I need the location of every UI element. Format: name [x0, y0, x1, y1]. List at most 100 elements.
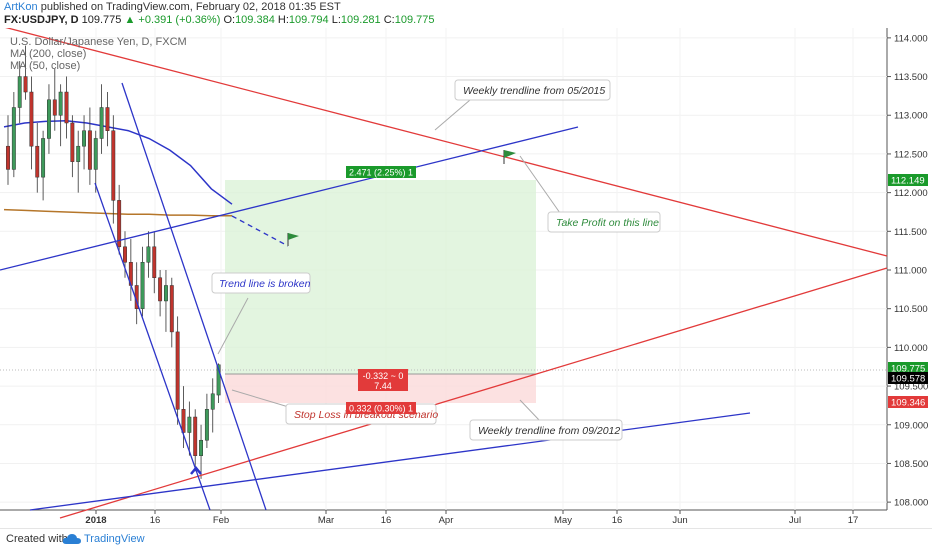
- candle-body[interactable]: [111, 130, 116, 201]
- take-profit-flag-icon: [503, 150, 516, 164]
- price-tag: [888, 372, 928, 384]
- callout-connector: [217, 297, 249, 355]
- candle-body[interactable]: [210, 393, 215, 410]
- callout-take-profit[interactable]: Take Profit on this line: [547, 211, 661, 233]
- candle-body[interactable]: [6, 145, 10, 170]
- x-tick-label: Feb: [213, 515, 229, 526]
- symbol-label: FX:USDJPY, D: [4, 14, 79, 26]
- price-axis[interactable]: 114.000 113.500 113.000 112.500 112.000 111.5…: [887, 33, 928, 509]
- svg-text:Take Profit on this line: Take Profit on this line: [556, 217, 659, 229]
- candle-body[interactable]: [169, 285, 174, 333]
- candle-body[interactable]: [158, 277, 163, 302]
- open-label: O:: [223, 14, 236, 26]
- candle-body[interactable]: [87, 130, 92, 170]
- y-tick-label: 113.500: [894, 72, 928, 83]
- svg-text:Weekly trendline from 09/2012: Weekly trendline from 09/2012: [478, 425, 620, 437]
- svg-text:Trend line is broken: Trend line is broken: [219, 278, 311, 290]
- candle-body[interactable]: [164, 285, 168, 302]
- x-tick-label: 16: [612, 515, 623, 526]
- callout-trend-broken[interactable]: Trend line is broken: [211, 272, 311, 294]
- last-price: 109.775: [81, 14, 122, 26]
- x-tick-label: 16: [381, 515, 392, 526]
- time-axis[interactable]: 2018 16 Feb Mar 16 Apr May 16 Jun Jul 17: [85, 510, 858, 526]
- callout-connector: [231, 389, 293, 409]
- candle-body[interactable]: [152, 246, 157, 278]
- x-tick-label: 16: [150, 515, 161, 526]
- candle-body[interactable]: [82, 130, 86, 147]
- candle-body[interactable]: [29, 91, 34, 147]
- candle-body[interactable]: [187, 416, 192, 433]
- x-tick-label: Jun: [672, 515, 687, 526]
- candle-body[interactable]: [216, 364, 221, 396]
- candle-body[interactable]: [193, 416, 198, 456]
- y-tick-label: 111.500: [894, 227, 927, 238]
- author-link[interactable]: ArtKon: [4, 1, 38, 13]
- callout-weekly-2012[interactable]: Weekly trendline from 09/2012: [469, 419, 623, 441]
- y-tick-label: 112.500: [894, 149, 928, 160]
- candle-body[interactable]: [199, 439, 204, 456]
- candle-body[interactable]: [11, 107, 16, 170]
- y-tick-label: 108.500: [894, 459, 928, 470]
- x-tick-label: Jul: [789, 515, 801, 526]
- x-tick-label: Mar: [318, 515, 334, 526]
- svg-text:0.332 (0.30%) 1: 0.332 (0.30%) 1: [349, 404, 413, 414]
- candle-body[interactable]: [117, 200, 122, 248]
- candle-body[interactable]: [146, 246, 151, 263]
- publish-info: ArtKon published on TradingView.com, Feb…: [4, 1, 341, 13]
- x-tick-label: May: [554, 515, 572, 526]
- candle-body[interactable]: [52, 99, 57, 116]
- candle-body[interactable]: [23, 76, 28, 93]
- candle-body[interactable]: [76, 145, 81, 162]
- candle-body[interactable]: [181, 409, 186, 433]
- candle-body[interactable]: [105, 107, 110, 131]
- legend-ma200[interactable]: MA (200, close): [10, 48, 87, 60]
- candle-body[interactable]: [64, 91, 69, 124]
- callout-weekly-2015[interactable]: Weekly trendline from 05/2015: [454, 79, 611, 101]
- candles: [6, 45, 221, 479]
- created-with-text: Created with: [6, 533, 68, 545]
- legend-ma50[interactable]: MA (50, close): [10, 60, 81, 72]
- candle-body[interactable]: [140, 262, 145, 309]
- chart-legend: U.S. Dollar/Japanese Yen, D, FXCM MA (20…: [10, 36, 187, 72]
- price-tag: [888, 362, 928, 374]
- candle-body[interactable]: [123, 246, 127, 263]
- flag-icon: [287, 233, 299, 246]
- channel-lower-line[interactable]: [94, 182, 211, 511]
- price-tag-label: 112.149: [891, 176, 925, 187]
- y-tick-label: 114.000: [894, 33, 928, 44]
- low-value: 109.281: [340, 14, 381, 26]
- candle-body[interactable]: [93, 138, 98, 170]
- y-tick-label: 109.000: [894, 420, 928, 431]
- publish-text: published on TradingView.com, February 0…: [40, 1, 341, 13]
- candle-body[interactable]: [35, 145, 40, 178]
- y-tick-label: 111.000: [894, 266, 927, 277]
- stop-label[interactable]: 0.332 (0.30%) 1: [346, 402, 416, 414]
- tradingview-cloud-icon: [62, 534, 81, 544]
- change-value: +0.391 (+0.36%): [138, 14, 221, 26]
- footer: Created with TradingView: [0, 528, 932, 551]
- candle-body[interactable]: [175, 331, 180, 410]
- tradingview-brand[interactable]: TradingView: [84, 533, 145, 545]
- support-line[interactable]: [29, 412, 751, 511]
- candle-body[interactable]: [70, 122, 75, 162]
- high-value: 109.794: [288, 14, 329, 26]
- callout-connector: [434, 99, 471, 131]
- entry-label[interactable]: -0.332 ~ 0 7.44: [358, 369, 408, 391]
- close-label: C:: [383, 14, 395, 26]
- price-chart[interactable]: 114.000 113.500 113.000 112.500 112.000 111.5…: [0, 28, 932, 528]
- candle-body[interactable]: [99, 107, 104, 139]
- y-tick-label: 109.500: [894, 382, 928, 393]
- weekly-trendline-2015[interactable]: [0, 28, 888, 257]
- candle-body[interactable]: [204, 409, 209, 441]
- candle-body[interactable]: [17, 76, 22, 108]
- candle-body[interactable]: [58, 91, 63, 116]
- channel-upper-line[interactable]: [121, 82, 267, 511]
- price-tag: [888, 396, 928, 408]
- candle-body[interactable]: [47, 99, 51, 139]
- price-tag-label: 109.775: [891, 364, 925, 375]
- channel-upper-extension[interactable]: [0, 126, 579, 271]
- close-value: 109.775: [394, 14, 435, 26]
- target-label[interactable]: 2.471 (2.25%) 1: [346, 166, 416, 178]
- candle-body[interactable]: [41, 138, 46, 178]
